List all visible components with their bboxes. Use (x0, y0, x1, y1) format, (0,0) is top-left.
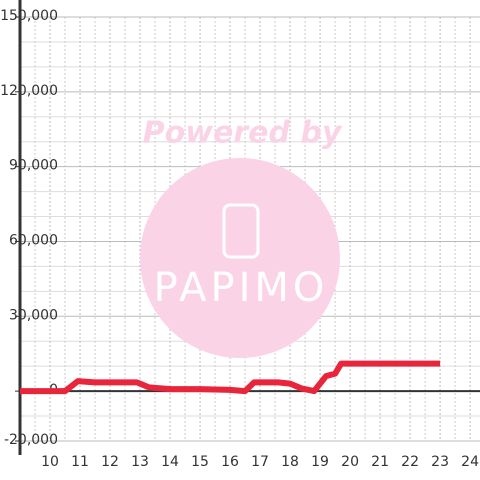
x-tick-label: 16 (221, 454, 239, 470)
y-tick-label: 90,000 (9, 158, 58, 174)
y-tick-label: 60,000 (9, 232, 58, 248)
x-tick-label: 18 (281, 454, 299, 470)
y-tick-label: 30,000 (9, 307, 58, 323)
x-tick-label: 11 (71, 454, 89, 470)
x-tick-label: 20 (341, 454, 359, 470)
x-tick-label: 15 (191, 454, 209, 470)
x-tick-label: 12 (101, 454, 119, 470)
x-tick-label: 13 (131, 454, 149, 470)
y-tick-label: 120,000 (0, 83, 58, 99)
x-tick-label: 19 (311, 454, 329, 470)
x-tick-label: 10 (41, 454, 59, 470)
x-tick-label: 14 (161, 454, 179, 470)
watermark: Powered by PAPIMO (140, 116, 343, 358)
x-tick-label: 17 (251, 454, 269, 470)
y-tick-label: 150,000 (0, 8, 58, 24)
x-tick-label: 22 (401, 454, 419, 470)
x-tick-label: 23 (431, 454, 449, 470)
watermark-text: Powered by (143, 116, 343, 151)
x-tick-label: 24 (461, 454, 479, 470)
x-tick-label: 21 (371, 454, 389, 470)
data-line (20, 360, 441, 395)
watermark-logo: PAPIMO (154, 265, 329, 311)
y-tick-label: -20,000 (4, 432, 58, 448)
watermark-icon (222, 203, 260, 259)
